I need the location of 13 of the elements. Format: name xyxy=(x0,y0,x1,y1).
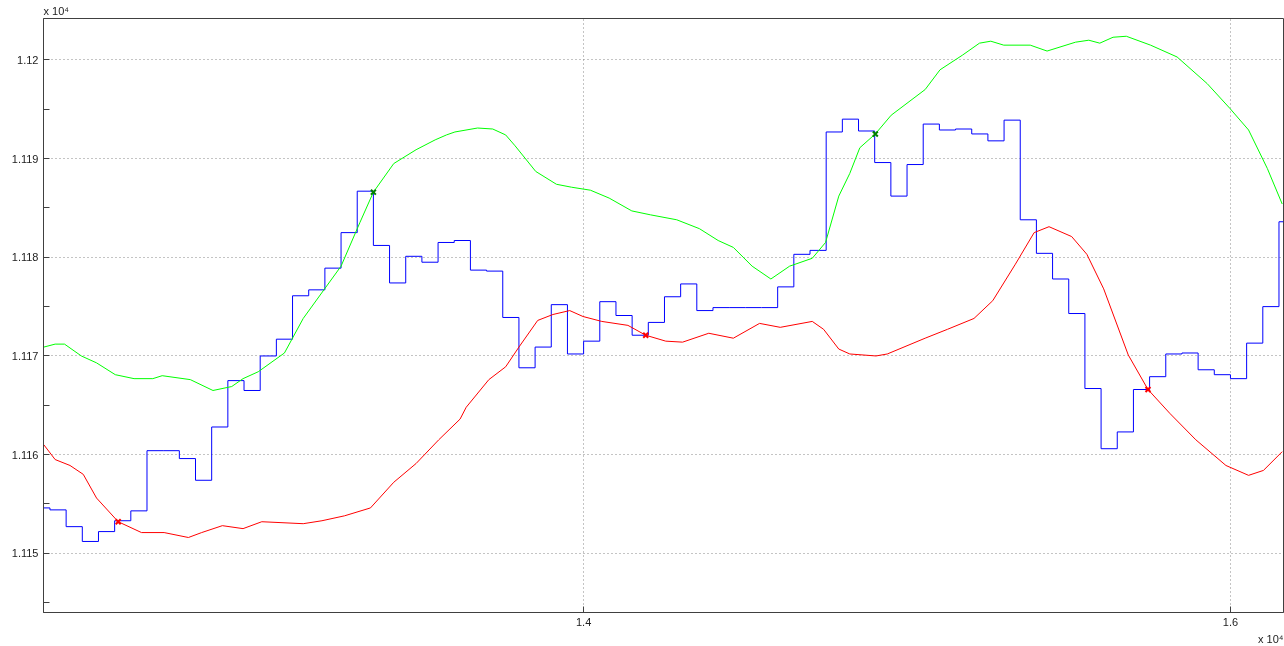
y-tick-label: 1.115 xyxy=(11,547,39,560)
line-series xyxy=(43,226,1283,539)
line-series xyxy=(43,35,1283,391)
text: x 10⁴ xyxy=(1257,632,1284,645)
y-tick-label: 1.117 xyxy=(11,349,39,362)
y-tick-label: 1.118 xyxy=(11,251,39,264)
point xyxy=(871,130,879,138)
text: x 10⁴ xyxy=(43,4,70,17)
x-tick-label: 1.4 xyxy=(575,615,592,628)
y-tick-label: 1.119 xyxy=(11,152,39,165)
y-tick-label: 1.116 xyxy=(11,448,39,461)
y-tick-label: 1.12 xyxy=(17,53,39,66)
x-tick-label: 1.6 xyxy=(1222,615,1239,628)
